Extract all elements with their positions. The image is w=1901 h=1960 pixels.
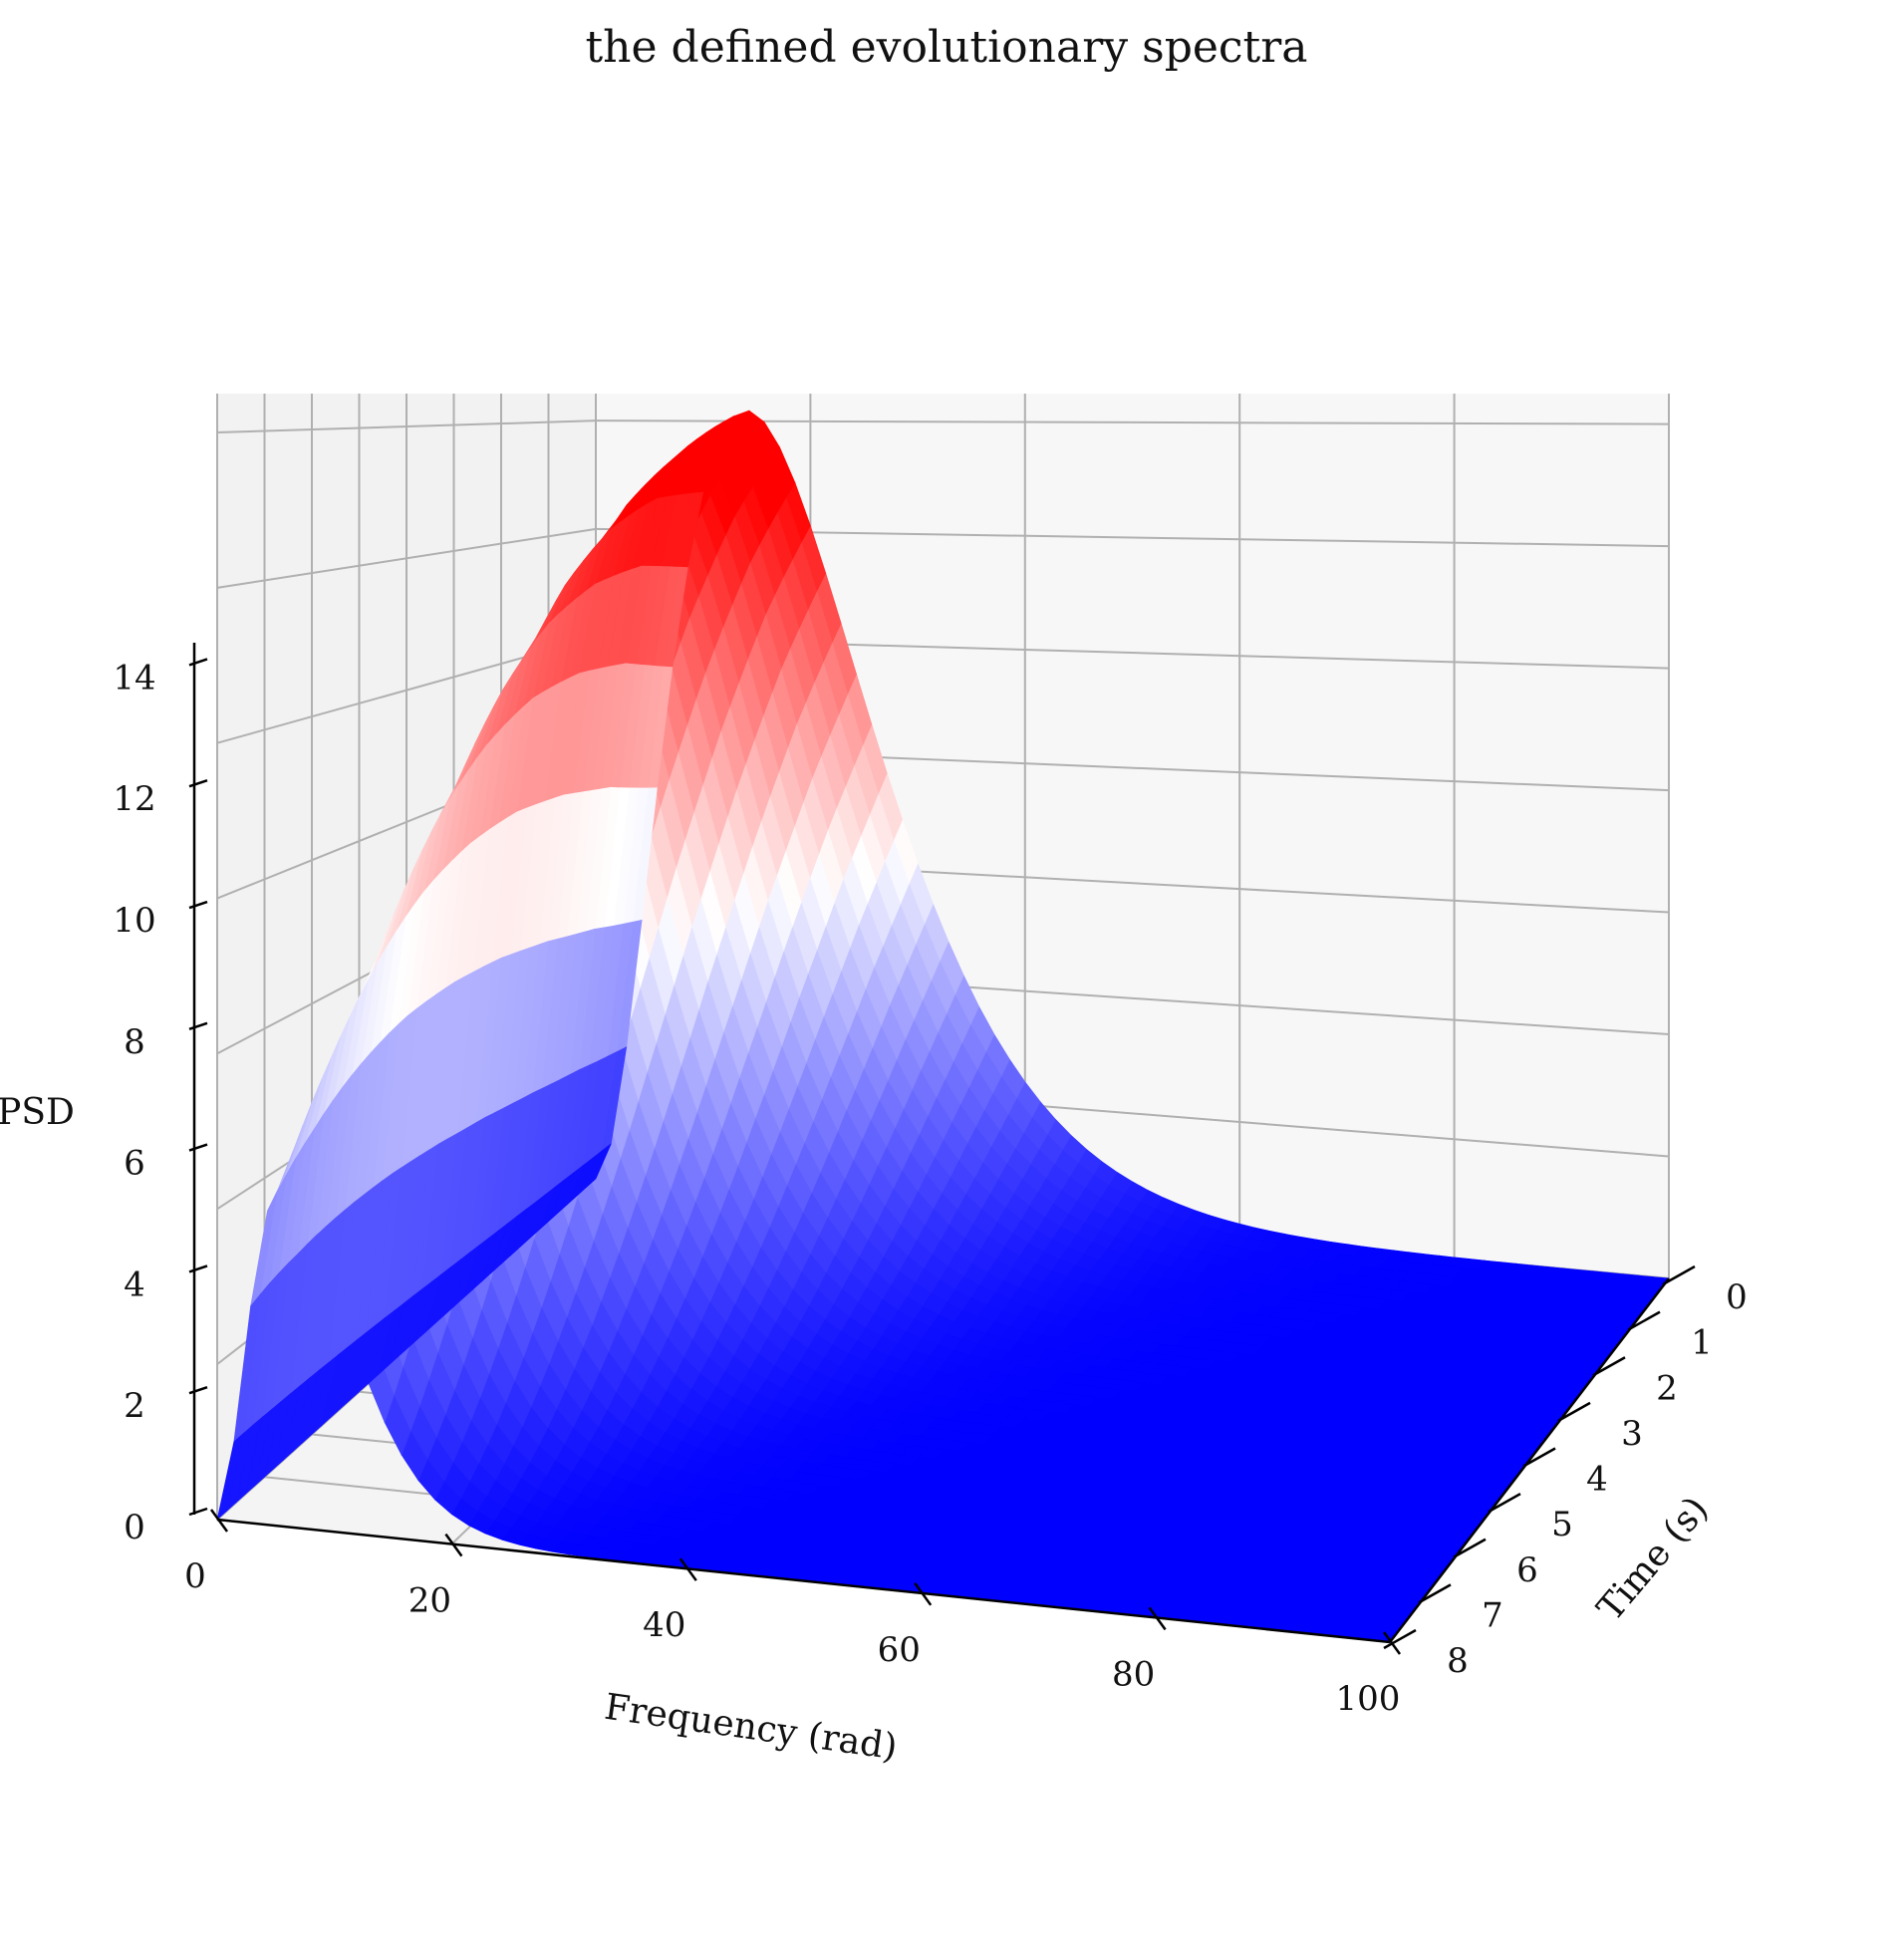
x-tick: [209, 1509, 229, 1533]
y-tick: [1522, 1447, 1556, 1468]
y-tick: [1557, 1401, 1591, 1422]
y-tick: [1627, 1310, 1661, 1331]
z-tick: [188, 1143, 208, 1152]
y-tick-label: 0: [1726, 1277, 1748, 1317]
x-tick: [679, 1557, 697, 1581]
y-tick-label: 1: [1691, 1323, 1713, 1363]
z-tick-label: 14: [113, 658, 155, 698]
x-tick: [914, 1582, 933, 1606]
x-tick: [444, 1533, 463, 1557]
x-tick-label: 100: [1336, 1679, 1401, 1719]
y-tick: [1662, 1264, 1696, 1286]
x-tick-label: 20: [408, 1581, 451, 1621]
x-tick-label: 80: [1112, 1654, 1155, 1694]
z-tick-label: 4: [124, 1264, 145, 1304]
z-tick: [188, 1507, 208, 1517]
y-tick: [1453, 1538, 1487, 1558]
psd-surface: [216, 410, 1670, 1643]
surface-patch: [216, 1432, 244, 1521]
x-tick-label: 40: [643, 1605, 685, 1645]
y-tick-label: 8: [1447, 1641, 1469, 1681]
x-tick-label: 60: [878, 1630, 921, 1670]
chart-title: the defined evolutionary spectra: [586, 22, 1308, 73]
y-tick: [1383, 1628, 1417, 1650]
y-axis-label: Time (s): [1590, 1489, 1717, 1628]
z-tick-label: 6: [124, 1144, 145, 1184]
z-tick-label: 10: [113, 901, 155, 941]
y-tick-label: 3: [1621, 1414, 1643, 1454]
y-tick-label: 2: [1656, 1368, 1678, 1408]
z-tick-label: 0: [124, 1508, 145, 1547]
z-tick-label: 2: [124, 1386, 145, 1426]
z-tick: [188, 779, 208, 788]
z-tick: [188, 900, 208, 910]
x-tick-label: 0: [184, 1556, 206, 1596]
y-tick-label: 6: [1516, 1550, 1538, 1590]
y-tick: [1418, 1583, 1452, 1604]
z-tick: [188, 658, 208, 667]
x-axis-label: Frequency (rad): [602, 1687, 900, 1769]
z-tick-label: 8: [124, 1022, 145, 1062]
y-tick: [1488, 1493, 1521, 1514]
z-tick-label: 12: [113, 779, 155, 819]
y-tick-label: 7: [1482, 1595, 1503, 1635]
grid-line-back-z: [595, 420, 1670, 425]
axis-lines: [188, 643, 1696, 1655]
y-tick-label: 5: [1551, 1505, 1573, 1544]
x-tick: [1148, 1606, 1167, 1631]
z-tick: [188, 1021, 208, 1031]
z-axis-label: PSD: [0, 1092, 75, 1133]
y-tick: [1592, 1356, 1626, 1377]
grid-line-left-z: [216, 420, 597, 433]
z-tick: [188, 1264, 208, 1273]
y-tick-label: 4: [1586, 1460, 1608, 1500]
z-tick: [188, 1386, 208, 1395]
y-axis-line: [1389, 1277, 1670, 1643]
grid-line-left-z: [216, 527, 597, 589]
x-axis-line: [216, 1518, 1391, 1644]
